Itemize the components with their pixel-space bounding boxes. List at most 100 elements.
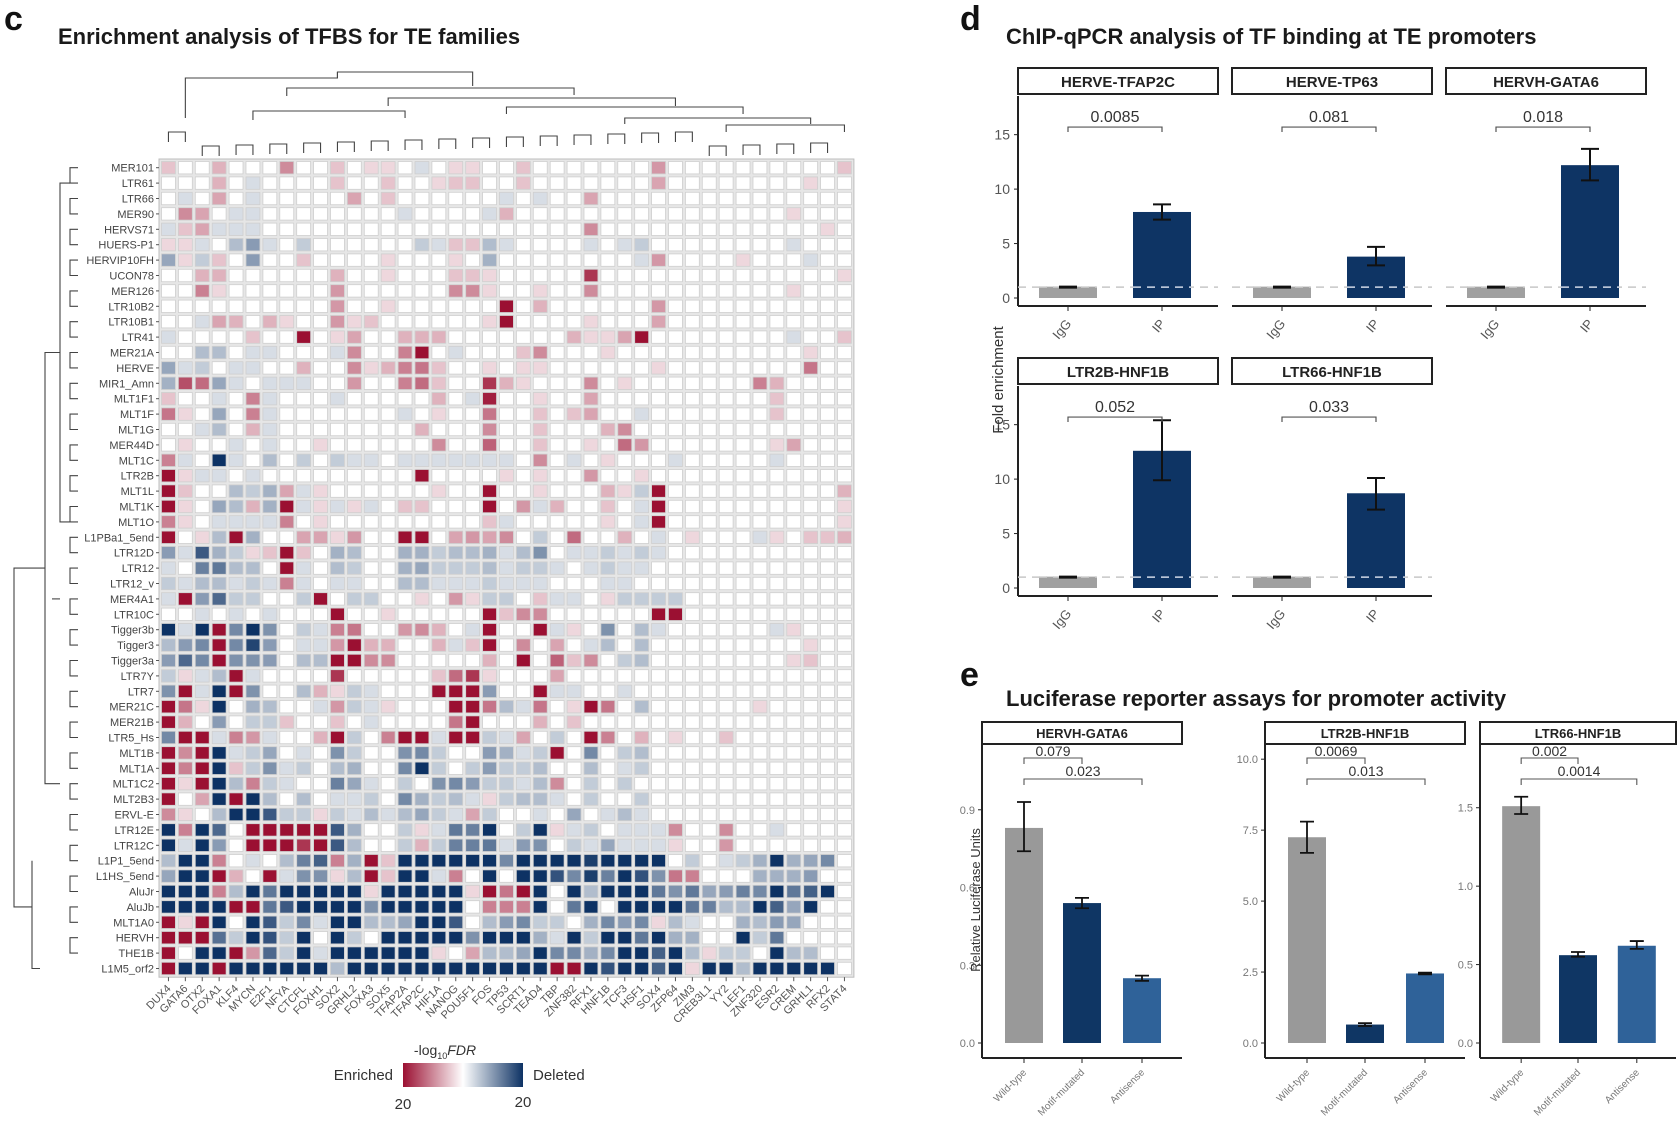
heatmap-cell (499, 700, 514, 714)
heatmap-cell (701, 268, 717, 283)
heatmap-cell (279, 669, 295, 683)
heatmap-cell (651, 638, 666, 652)
heatmap-cell (448, 746, 464, 760)
heatmap-cell (262, 669, 278, 683)
heatmap-cell (837, 854, 852, 868)
dendrogram-branch (69, 659, 78, 677)
heatmap-cell (820, 854, 835, 868)
heatmap-cell (414, 746, 430, 760)
heatmap-cell (448, 900, 464, 914)
heatmap-cell (837, 653, 852, 668)
heatmap-cell (245, 315, 261, 329)
heatmap-cell (718, 607, 734, 621)
heatmap-cell (161, 946, 176, 960)
heatmap-cell (786, 268, 802, 283)
heatmap-cell (685, 484, 700, 498)
heatmap-cell (600, 345, 616, 360)
heatmap-cell (837, 238, 852, 252)
legend-left-label: Enriched (334, 1067, 393, 1084)
heatmap-cell (279, 392, 295, 406)
heatmap-cell (735, 561, 751, 575)
heatmap-cell (431, 915, 447, 929)
heatmap-cell (617, 176, 633, 190)
heatmap-cell (651, 284, 666, 298)
facet-strip-label: LTR2B-HNF1B (1321, 726, 1410, 741)
heatmap-cell (600, 792, 616, 806)
heatmap-cell (735, 207, 751, 221)
heatmap-cell (803, 207, 819, 221)
heatmap-cell (685, 900, 700, 914)
heatmap-cell (330, 469, 345, 483)
heatmap-cell (701, 931, 717, 945)
heatmap-cell (566, 392, 582, 406)
heatmap-cell (516, 761, 531, 775)
row-label: ERVL-E (114, 810, 154, 822)
heatmap-cell (617, 515, 633, 529)
heatmap-cell (651, 592, 666, 606)
heatmap-cell (651, 777, 666, 791)
heatmap-cell (397, 361, 413, 375)
error-bar (1075, 896, 1089, 910)
heatmap-cell (651, 730, 666, 745)
pvalue-bracket (1023, 757, 1083, 764)
x-tick-label: IP (1577, 316, 1596, 335)
heatmap-cell (296, 176, 312, 190)
heatmap-cell (194, 499, 210, 514)
heatmap-cell (313, 761, 328, 775)
row-label: Tigger3 (117, 640, 154, 652)
heatmap-cell (346, 330, 362, 344)
legend-left-value: 20 (395, 1096, 412, 1113)
heatmap-cell (397, 576, 413, 591)
heatmap-cell (718, 592, 734, 606)
heatmap-cell (668, 469, 683, 483)
heatmap-cell (516, 284, 531, 298)
heatmap-cell (769, 807, 785, 822)
heatmap-cell (634, 900, 650, 914)
heatmap-cell (397, 207, 413, 221)
heatmap-cell (279, 376, 295, 390)
heatmap-cell (363, 238, 379, 252)
x-tick-label: IgG (1263, 316, 1288, 342)
heatmap-cell (363, 946, 379, 960)
heatmap-cell (194, 838, 210, 852)
heatmap-cell (718, 961, 734, 976)
heatmap-cell (177, 653, 193, 668)
heatmap-cell (448, 515, 464, 529)
heatmap-cell (448, 207, 464, 221)
heatmap-cell (532, 807, 548, 822)
heatmap-cell (617, 746, 633, 760)
pvalue-label: 0.079 (1035, 743, 1070, 759)
heatmap-cell (414, 576, 430, 591)
heatmap-cell (397, 700, 413, 714)
heatmap-cell (363, 499, 379, 514)
heatmap-cell (448, 161, 464, 175)
pvalue-label: 0.002 (1532, 743, 1567, 759)
heatmap-cell (583, 931, 599, 945)
heatmap-cell (532, 884, 548, 899)
heatmap-cell (346, 900, 362, 914)
heatmap-cell (634, 576, 650, 591)
heatmap-cell (346, 684, 362, 698)
heatmap-cell (516, 469, 531, 483)
heatmap: MER101LTR61LTR66MER90HERVS71HUERS-P1HERV… (84, 158, 855, 1026)
heatmap-cell (549, 268, 565, 283)
heatmap-cell (194, 299, 210, 313)
x-tick-label: Wild-type (1489, 1067, 1527, 1105)
y-tick-label: 7.5 (1243, 825, 1258, 837)
heatmap-cell (262, 684, 278, 698)
heatmap-cell (414, 823, 430, 837)
heatmap-cell (228, 700, 244, 714)
row-label: L1PBa1_5end (84, 532, 154, 544)
heatmap-cell (803, 761, 819, 775)
heatmap-cell (330, 330, 345, 344)
heatmap-cell (617, 777, 633, 791)
row-label: LTR10B1 (108, 317, 154, 329)
heatmap-cell (549, 823, 565, 837)
heatmap-cell (668, 700, 683, 714)
dendrogram-branch (725, 124, 845, 132)
heatmap-cell (718, 469, 734, 483)
heatmap-cell (617, 623, 633, 637)
heatmap-cell (177, 392, 193, 406)
heatmap-cell (634, 345, 650, 360)
heatmap-cell (752, 961, 768, 976)
